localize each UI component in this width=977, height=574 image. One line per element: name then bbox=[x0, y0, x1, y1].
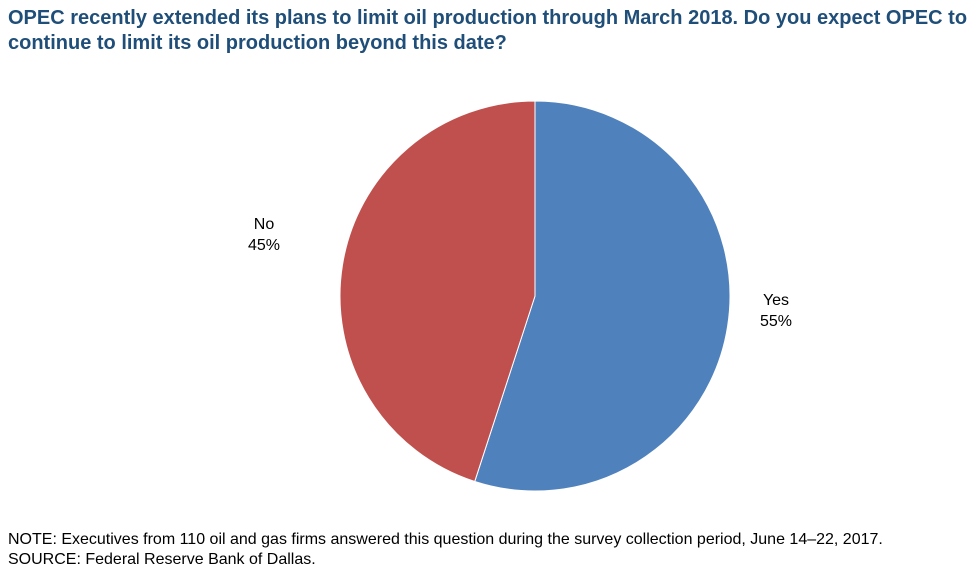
pie-slice-no bbox=[339, 100, 536, 483]
slice-label-no-value: 45% bbox=[247, 237, 281, 254]
slice-label-yes: Yes 55% bbox=[736, 290, 816, 332]
footer-source: SOURCE: Federal Reserve Bank of Dallas. bbox=[8, 551, 316, 568]
slice-label-yes-value: 55% bbox=[759, 313, 793, 330]
slice-label-no: No 45% bbox=[224, 214, 304, 256]
slice-label-no-name: No bbox=[253, 216, 275, 233]
pie-slice-yes bbox=[474, 100, 731, 492]
chart-footer: NOTE: Executives from 110 oil and gas fi… bbox=[8, 530, 883, 570]
slice-label-yes-name: Yes bbox=[762, 292, 790, 309]
chart-title: OPEC recently extended its plans to limi… bbox=[8, 7, 968, 54]
footer-note: NOTE: Executives from 110 oil and gas fi… bbox=[8, 531, 883, 548]
